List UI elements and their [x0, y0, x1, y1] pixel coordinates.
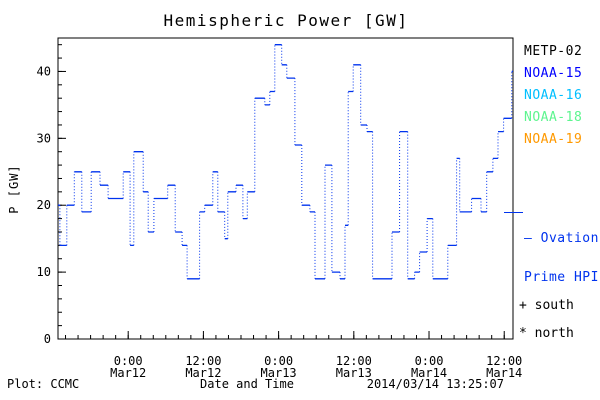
svg-text:40: 40 — [37, 64, 51, 78]
legend-item-noaa15: NOAA-15 — [524, 66, 583, 81]
ovation-legend-line2: Prime HPI — [524, 270, 599, 285]
north-marker-key: * north — [519, 326, 574, 341]
plot-frame — [57, 37, 514, 340]
plot-source-label: Plot: CCMC — [7, 377, 80, 391]
legend-item-noaa18: NOAA-18 — [524, 110, 583, 125]
svg-text:Mar12: Mar12 — [110, 366, 146, 380]
x-axis-ticks: 0:00Mar1212:00Mar120:00Mar1312:00Mar130:… — [65, 331, 522, 380]
x-axis-title: Date and Time — [200, 377, 294, 391]
ovation-legend-line1: – Ovation — [524, 231, 599, 246]
svg-text:12:00: 12:00 — [486, 354, 522, 368]
svg-text:0: 0 — [44, 332, 51, 346]
svg-text:0:00: 0:00 — [114, 354, 143, 368]
ovation-prime-hpi-curve — [58, 44, 513, 280]
svg-text:10: 10 — [37, 265, 51, 279]
svg-text:20: 20 — [37, 198, 51, 212]
svg-text:30: 30 — [37, 131, 51, 145]
svg-text:0:00: 0:00 — [264, 354, 293, 368]
svg-text:Mar13: Mar13 — [336, 366, 372, 380]
svg-text:Mar14: Mar14 — [486, 366, 522, 380]
legend-item-metop02: METP-02 — [524, 44, 583, 59]
south-marker-key: + south — [519, 298, 574, 313]
svg-text:Mar12: Mar12 — [185, 366, 221, 380]
ovation-legend: – Ovation Prime HPI — [524, 206, 599, 310]
legend-item-noaa16: NOAA-16 — [524, 88, 583, 103]
legend-item-noaa19: NOAA-19 — [524, 132, 583, 147]
ovation-line-sample — [504, 212, 523, 213]
svg-text:Mar14: Mar14 — [411, 366, 447, 380]
y-axis-ticks: 0 10 20 30 40 — [37, 44, 66, 346]
svg-text:12:00: 12:00 — [336, 354, 372, 368]
chart-title: Hemispheric Power [GW] — [163, 11, 409, 30]
svg-text:Mar13: Mar13 — [261, 366, 297, 380]
plot-timestamp: 2014/03/14 13:25:07 — [366, 377, 504, 391]
svg-text:12:00: 12:00 — [185, 354, 221, 368]
svg-text:0:00: 0:00 — [415, 354, 444, 368]
